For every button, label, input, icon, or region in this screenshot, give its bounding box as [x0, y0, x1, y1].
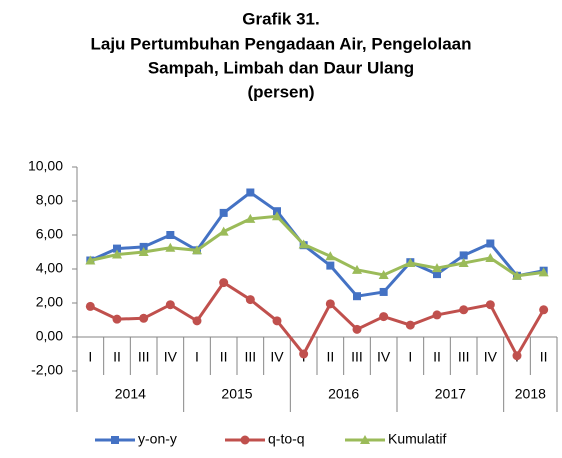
x-tick-label: III: [458, 349, 470, 365]
point: [219, 208, 228, 217]
point: [218, 226, 229, 236]
y-tick-label: 0,00: [36, 328, 63, 344]
x-tick-label: II: [326, 349, 334, 365]
point: [85, 255, 96, 265]
x-group-label: 2017: [435, 386, 466, 402]
x-tick-label: II: [220, 349, 228, 365]
x-tick-label: IV: [377, 349, 391, 365]
y-tick-label: 2,00: [36, 294, 63, 310]
point: [352, 324, 362, 334]
x-tick-label: I: [195, 349, 199, 365]
x-group-label: 2014: [115, 386, 146, 402]
point: [353, 292, 361, 301]
x-tick-label: I: [88, 349, 92, 365]
point: [272, 316, 282, 326]
point: [405, 320, 415, 330]
y-tick-label: 8,00: [36, 192, 63, 208]
point: [379, 287, 388, 296]
x-tick-label: II: [113, 349, 121, 365]
legend-label: y-on-y: [138, 431, 177, 447]
y-tick-label: 6,00: [36, 226, 63, 242]
point: [138, 247, 149, 256]
point: [459, 251, 468, 260]
legend-marker: [240, 435, 250, 445]
legend-label: q-to-q: [268, 431, 305, 447]
y-tick-label: 10,00: [28, 158, 63, 174]
point: [85, 301, 95, 311]
point: [432, 263, 442, 273]
point: [539, 305, 549, 315]
x-tick-label: IV: [270, 349, 284, 365]
point: [485, 300, 495, 310]
point: [246, 188, 255, 197]
point: [166, 231, 175, 239]
point: [219, 278, 229, 288]
point: [192, 245, 202, 255]
point: [458, 258, 469, 268]
legend-label: Kumulatif: [388, 431, 446, 447]
point: [139, 242, 148, 251]
x-tick-label: III: [244, 349, 256, 365]
point: [299, 349, 309, 359]
point: [112, 314, 122, 324]
series-line: [89, 280, 545, 359]
point: [512, 351, 522, 361]
point: [113, 244, 121, 253]
chart-title: Grafik 31.: [242, 9, 320, 28]
point: [139, 313, 149, 323]
chart-title: Sampah, Limbah dan Daur Ulang: [148, 58, 414, 77]
x-tick-label: IV: [164, 349, 178, 365]
y-tick-label: -2,00: [31, 362, 63, 378]
x-tick-label: I: [408, 349, 412, 365]
point: [165, 300, 175, 310]
point: [352, 264, 362, 274]
x-tick-label: II: [540, 349, 548, 365]
chart-title: (persen): [247, 82, 314, 101]
point: [486, 239, 495, 248]
x-tick-label: III: [351, 349, 363, 365]
point: [192, 316, 202, 326]
point: [379, 312, 389, 322]
point: [512, 270, 522, 280]
point: [273, 207, 281, 216]
x-tick-label: IV: [484, 349, 498, 365]
point: [298, 239, 309, 249]
point: [325, 299, 335, 309]
point: [459, 305, 469, 315]
series-line: [89, 190, 544, 298]
point: [538, 267, 549, 277]
point: [272, 211, 282, 221]
x-tick-label: II: [433, 349, 441, 365]
point: [325, 251, 336, 261]
point: [112, 249, 122, 259]
x-group-label: 2016: [328, 386, 359, 402]
x-group-label: 2018: [515, 386, 546, 402]
legend-marker: [111, 436, 119, 444]
y-tick-label: 4,00: [36, 260, 63, 276]
point: [165, 242, 176, 252]
series-line: [90, 214, 544, 278]
chart-title: Laju Pertumbuhan Pengadaan Air, Pengelol…: [90, 34, 471, 53]
point: [432, 310, 442, 320]
point: [245, 213, 256, 223]
x-tick-label: III: [138, 349, 150, 365]
point: [326, 261, 335, 270]
point: [378, 269, 389, 279]
point: [433, 270, 441, 279]
point: [485, 252, 496, 262]
legend-marker: [360, 435, 370, 444]
point: [245, 295, 255, 305]
point: [405, 258, 416, 268]
x-group-label: 2015: [221, 386, 252, 402]
